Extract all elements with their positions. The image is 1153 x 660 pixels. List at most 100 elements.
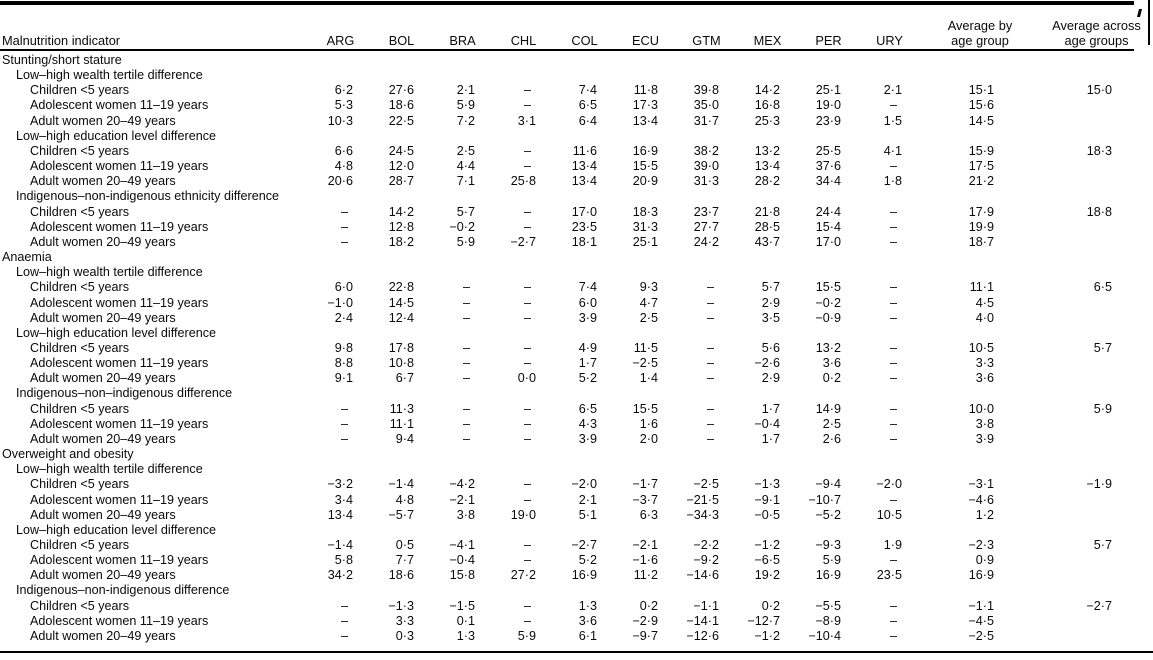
data-row: Adolescent women 11–19 years – 11·1 – – 4·3 1·… bbox=[0, 417, 1153, 432]
value-cell: – bbox=[706, 295, 714, 310]
data-row: Adult women 20–49 years 20·6 28·7 7·1 25·8 13… bbox=[0, 174, 1153, 189]
value-cell: −21·5 bbox=[686, 492, 719, 507]
value-cell: 9·8 bbox=[334, 340, 353, 355]
value-cell: 4·8 bbox=[334, 159, 353, 174]
value-cell: 38·2 bbox=[693, 143, 719, 158]
value-cell: 3·9 bbox=[578, 310, 597, 325]
value-cell: 6·3 bbox=[639, 507, 658, 522]
value-cell: 5·9 bbox=[517, 628, 536, 643]
data-row: Children <5 years 6·6 24·5 2·5 – 11·6 16·9 38·2… bbox=[0, 144, 1153, 159]
value-cell: 6·5 bbox=[578, 401, 597, 416]
avg-by-cell: 15·6 bbox=[968, 98, 994, 113]
value-cell: – bbox=[706, 356, 714, 371]
value-cell: – bbox=[889, 98, 897, 113]
value-cell: 18·6 bbox=[388, 568, 414, 583]
value-cell: – bbox=[523, 219, 531, 234]
value-cell: −12·6 bbox=[686, 628, 719, 643]
value-cell: 39·8 bbox=[693, 83, 719, 98]
row-label: Adolescent women 11–19 years bbox=[30, 159, 209, 174]
value-cell: 25·8 bbox=[510, 174, 536, 189]
value-cell: 34·4 bbox=[815, 174, 841, 189]
value-cell: 2·0 bbox=[639, 431, 658, 446]
avg-across-cell bbox=[1040, 311, 1153, 326]
value-cell: 13·2 bbox=[754, 143, 780, 158]
value-cell: 5·7 bbox=[761, 280, 780, 295]
value-cell: −1·6 bbox=[632, 553, 658, 568]
value-cell: 11·2 bbox=[633, 568, 658, 583]
value-cell: – bbox=[889, 431, 897, 446]
group-label: Low–high wealth tertile difference bbox=[16, 265, 203, 280]
value-cell: 22·8 bbox=[388, 280, 414, 295]
avg-by-cell: 18·7 bbox=[968, 234, 994, 249]
avg-across-cell: 18·3 bbox=[1086, 143, 1112, 158]
avg-by-cell: −4·6 bbox=[968, 492, 994, 507]
avg-by-cell: −3·1 bbox=[968, 477, 994, 492]
value-cell: 1·3 bbox=[578, 598, 597, 613]
row-label: Children <5 years bbox=[30, 538, 130, 552]
data-row: Children <5 years 9·8 17·8 – – 4·9 11·5 – 5·6 13·… bbox=[0, 341, 1153, 356]
value-cell: 6·7 bbox=[395, 371, 414, 386]
value-cell: 12·4 bbox=[388, 310, 414, 325]
value-cell: 11·8 bbox=[633, 83, 658, 98]
value-cell: 0·0 bbox=[517, 371, 536, 386]
avg-across-cell bbox=[1040, 493, 1153, 508]
value-cell: 12·8 bbox=[388, 219, 414, 234]
avg-by-cell: 14·5 bbox=[968, 113, 994, 128]
data-row: Adult women 20–49 years – 0·3 1·3 5·9 6·1 −9·7… bbox=[0, 629, 1153, 644]
data-row: Children <5 years 6·0 22·8 – – 7·4 9·3 – 5·7 15·5… bbox=[0, 280, 1153, 295]
value-cell: −4·2 bbox=[449, 477, 475, 492]
value-cell: 25·1 bbox=[815, 83, 841, 98]
value-cell: – bbox=[889, 356, 897, 371]
data-row: Adolescent women 11–19 years 8·8 10·8 – – 1·7… bbox=[0, 356, 1153, 371]
value-cell: – bbox=[889, 492, 897, 507]
avg-by-cell: 0·9 bbox=[975, 553, 994, 568]
value-cell: 2·6 bbox=[822, 431, 841, 446]
group-row: Indigenous–non-indigenous difference bbox=[0, 583, 1153, 598]
column-header-bol: BOL bbox=[388, 33, 415, 48]
value-cell: 4·3 bbox=[578, 416, 597, 431]
value-cell: 13·4 bbox=[754, 159, 780, 174]
row-label: Adult women 20–49 years bbox=[30, 628, 176, 643]
value-cell: 15·8 bbox=[449, 568, 475, 583]
value-cell: 1·7 bbox=[578, 356, 597, 371]
row-label: Adolescent women 11–19 years bbox=[30, 416, 209, 431]
value-cell: 16·9 bbox=[571, 568, 597, 583]
value-cell: −9·2 bbox=[693, 553, 719, 568]
value-cell: 17·0 bbox=[815, 234, 841, 249]
row-label: Children <5 years bbox=[30, 280, 130, 295]
bottom-rule bbox=[0, 651, 1153, 653]
value-cell: −14·6 bbox=[686, 568, 719, 583]
data-row: Adult women 20–49 years – 18·2 5·9 −2·7 18·1 2… bbox=[0, 235, 1153, 250]
value-cell: −5·2 bbox=[815, 507, 841, 522]
avg-by-cell: −2·3 bbox=[968, 538, 994, 552]
table-header-row: Malnutrition indicator ARG BOL BRA CHL C… bbox=[0, 5, 1153, 49]
value-cell: 15·5 bbox=[815, 280, 841, 295]
value-cell: 5·1 bbox=[578, 507, 597, 522]
value-cell: 28·2 bbox=[754, 174, 780, 189]
group-label: Indigenous–non–indigenous difference bbox=[16, 386, 233, 401]
value-cell: 1·7 bbox=[761, 431, 780, 446]
value-cell: – bbox=[889, 553, 897, 568]
row-label: Adolescent women 11–19 years bbox=[30, 492, 209, 507]
data-row: Adult women 20–49 years 9·1 6·7 – 0·0 5·2 1·4 –… bbox=[0, 371, 1153, 386]
value-cell: 13·4 bbox=[327, 507, 353, 522]
value-cell: 28·5 bbox=[754, 219, 780, 234]
value-cell: 6·0 bbox=[578, 295, 597, 310]
value-cell: 10·3 bbox=[327, 113, 353, 128]
value-cell: −2·1 bbox=[449, 492, 475, 507]
value-cell: 23·5 bbox=[876, 568, 902, 583]
avg-across-cell: −2·7 bbox=[1086, 598, 1112, 613]
top-rule bbox=[0, 1, 1134, 5]
avg-by-cell: 3·9 bbox=[975, 431, 994, 446]
data-row: Adolescent women 11–19 years 5·3 18·6 5·9 – 6… bbox=[0, 98, 1153, 113]
value-cell: 13·4 bbox=[571, 174, 597, 189]
value-cell: – bbox=[889, 371, 897, 386]
value-cell: 24·5 bbox=[388, 143, 414, 158]
avg-by-cell: 3·3 bbox=[975, 356, 994, 371]
avg-by-cell: 10·5 bbox=[968, 340, 994, 355]
value-cell: – bbox=[889, 628, 897, 643]
data-row: Adult women 20–49 years 13·4 −5·7 3·8 19·0 5·… bbox=[0, 508, 1153, 523]
value-cell: 17·0 bbox=[571, 204, 597, 219]
column-header-ecu: ECU bbox=[631, 33, 660, 48]
value-cell: −1·1 bbox=[693, 598, 719, 613]
